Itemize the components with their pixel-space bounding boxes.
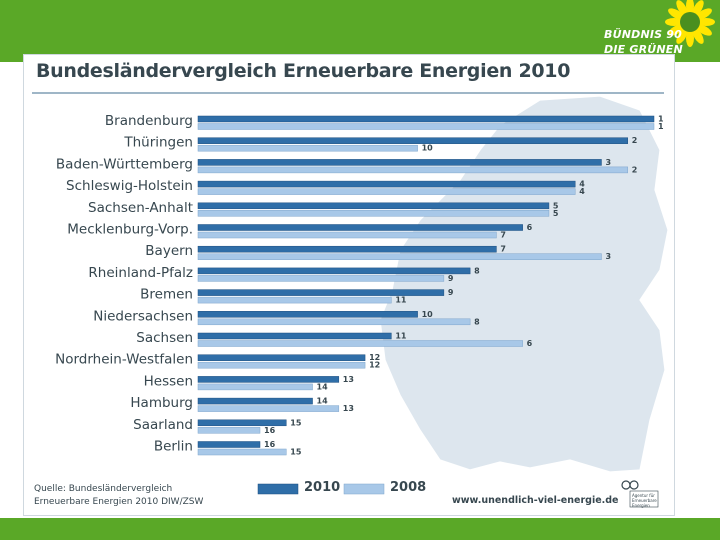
category-label: Sachsen [136,330,193,346]
chart-title: Bundesländervergleich Erneuerbare Energi… [36,60,571,82]
aee-logo-line-2: Erneuerbare [632,498,657,503]
bar-2008 [197,210,550,217]
data-label-2008: 11 [395,296,407,305]
bar-2008 [197,166,628,174]
category-label: Nordrhein-Westfalen [55,352,193,368]
aee-logo-icon [621,480,659,508]
bottom-green-bar [0,518,720,540]
category-label: Hessen [144,373,193,389]
category-label: Bayern [145,243,193,259]
source-url[interactable]: www.unendlich-viel-energie.de [452,495,619,506]
bar-2008 [197,427,261,434]
data-label-2008: 7 [500,231,506,240]
category-label: Mecklenburg-Vorp. [67,222,193,238]
data-label-2010: 3 [605,158,611,167]
bar-2010 [197,245,497,253]
data-label-2010: 16 [264,440,276,449]
data-label-2008: 4 [579,187,585,196]
data-label-2008: 2 [632,165,638,174]
source-line-2: Erneuerbare Energien 2010 DIW/ZSW [34,497,204,507]
category-label: Brandenburg [105,113,193,129]
data-label-2010: 5 [553,201,559,210]
bar-2010 [197,202,550,210]
bar-2010 [197,419,287,427]
bar-2008 [197,253,602,260]
data-label-2010: 8 [474,266,480,275]
data-label-2010: 14 [317,397,329,406]
data-label-2010: 11 [395,332,407,341]
bar-2010 [197,137,628,144]
bar-2008 [197,123,655,130]
data-label-2010: 13 [343,375,354,384]
category-label: Sachsen-Anhalt [88,200,193,216]
data-label-2008: 12 [369,361,380,370]
data-label-2010: 7 [500,245,506,254]
aee-logo-line-1: Agentur für [632,493,655,498]
bar-2008 [197,296,392,304]
legend-swatch-2008 [343,483,385,495]
data-label-2008: 14 [317,382,329,391]
logo-line-2: DIE GRÜNEN [604,43,683,56]
legend-label-2008: 2008 [390,480,427,495]
bar-2008 [197,340,523,347]
bar-2008 [197,361,366,369]
sunflower-icon [665,0,715,47]
bar-2010 [197,376,340,383]
logo-line-1: BÜNDNIS 90 [604,28,683,41]
bar-2008 [197,231,497,239]
data-label-2010: 10 [422,310,434,319]
data-label-2010: 15 [290,418,302,427]
category-label: Thüringen [123,135,193,151]
bar-2008 [197,275,445,282]
data-label-2008: 15 [290,448,302,457]
bar-2008 [197,188,576,195]
category-label: Schleswig-Holstein [66,178,193,194]
bar-2008 [197,144,418,152]
category-label: Bremen [140,287,193,303]
data-label-2008: 1 [658,122,664,131]
bar-2010 [197,289,445,296]
category-label: Baden-Württemberg [56,156,193,172]
bar-2010 [197,224,523,231]
data-label-2008: 6 [527,339,533,348]
bar-2010 [197,159,602,166]
bar-2010 [197,332,392,340]
bar-2008 [197,383,313,391]
bar-2008 [197,318,471,326]
data-label-2010: 9 [448,288,454,297]
data-label-2008: 10 [422,144,434,153]
category-label: Saarland [133,417,193,433]
bar-2010 [197,441,261,448]
bar-2010 [197,115,655,123]
bar-2010 [197,311,418,318]
data-label-2008: 9 [448,274,454,283]
aee-logo-line-3: Energien [632,503,650,508]
data-label-2010: 6 [527,223,533,232]
category-label: Hamburg [130,395,193,411]
data-label-2010: 2 [632,136,638,145]
source-line-1: Quelle: Bundesländervergleich [34,484,173,494]
data-label-2008: 16 [264,426,276,435]
top-green-bar [0,0,720,62]
data-label-2010: 1 [658,115,664,124]
legend-swatch-2010 [257,483,299,495]
title-divider [32,92,664,94]
bar-2010 [197,267,471,275]
category-label: Niedersachsen [93,308,193,324]
data-label-2008: 3 [605,252,611,261]
bar-2008 [197,448,287,456]
data-label-2010: 12 [369,353,380,362]
bar-2010 [197,354,366,361]
legend-label-2010: 2010 [304,480,341,495]
data-label-2008: 8 [474,317,480,326]
bar-2008 [197,405,340,412]
category-label: Berlin [154,439,193,455]
data-label-2008: 13 [343,404,354,413]
data-label-2010: 4 [579,180,585,189]
category-label: Rheinland-Pfalz [88,265,193,281]
data-label-2008: 5 [553,209,559,218]
bar-2010 [197,397,313,405]
bar-2010 [197,180,576,188]
